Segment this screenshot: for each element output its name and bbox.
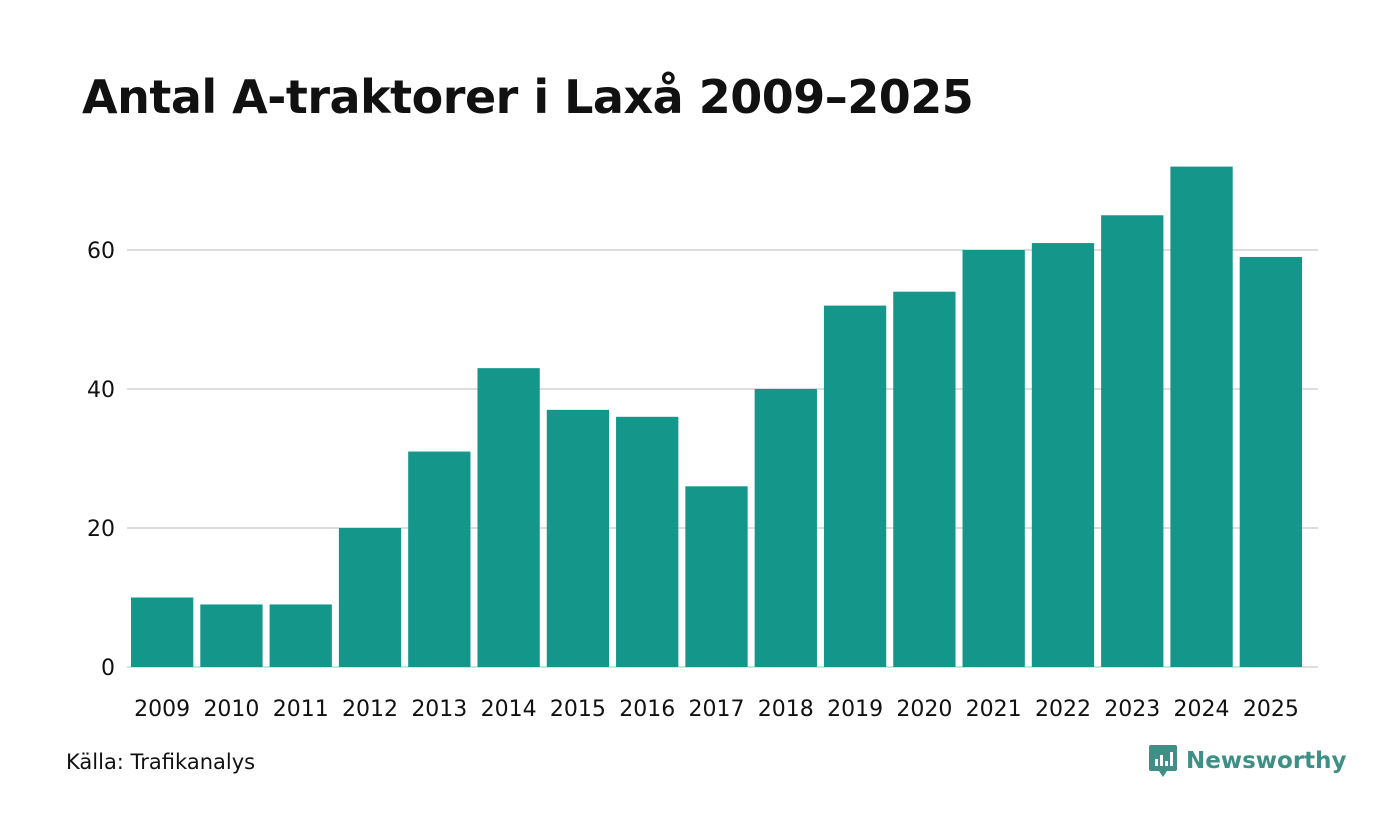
bar-2022 [1031,243,1095,668]
x-tick-label: 2011 [273,697,329,722]
x-tick-label: 2013 [411,697,467,722]
x-tick-label: 2018 [758,697,814,722]
bar-2025 [1239,256,1302,667]
x-tick-label: 2020 [896,697,952,722]
x-tick-label: 2012 [342,697,398,722]
x-tick-label: 2016 [619,697,675,722]
bar-2011 [269,604,332,667]
y-axis-tick-labels: 0 20 40 60 [87,239,115,681]
x-tick-label: 2024 [1174,697,1230,722]
bar-2014 [477,368,540,667]
bar-2019 [823,305,887,667]
newsworthy-logo-icon [1149,745,1177,777]
bar-2016 [616,416,679,667]
x-tick-label: 2021 [966,697,1022,722]
bar-2009 [131,597,194,667]
source-note: Källa: Trafikanalys [66,750,256,774]
bar-2023 [1101,215,1164,667]
bar-2020 [893,291,956,667]
bar-2013 [408,451,471,667]
x-tick-label: 2019 [827,697,883,722]
chart-title: Antal A-traktorer i Laxå 2009–2025 [82,70,974,124]
brand-name: Newsworthy [1186,748,1347,774]
x-tick-label: 2017 [689,697,745,722]
bar-2012 [338,528,402,667]
bar-2017 [685,486,748,667]
y-tick-label: 60 [87,239,115,264]
x-axis-tick-labels: 2009 2010 2011 2012 2013 2014 2015 2016 2017 2018… [134,697,1299,722]
x-tick-label: 2022 [1035,697,1091,722]
x-tick-label: 2014 [481,697,537,722]
bar-2024 [1170,166,1233,667]
y-tick-label: 40 [87,378,115,403]
x-tick-label: 2010 [203,697,259,722]
brand-logo: Newsworthy [1148,744,1347,778]
y-tick-label: 0 [101,656,115,681]
bar-2015 [546,409,610,667]
bar-2021 [962,250,1025,667]
bar-2018 [754,389,817,667]
x-tick-label: 2009 [134,697,190,722]
bars [131,166,1302,668]
x-tick-label: 2023 [1104,697,1160,722]
x-tick-label: 2025 [1243,697,1299,722]
x-tick-label: 2015 [550,697,606,722]
y-tick-label: 20 [87,517,115,542]
bar-2010 [200,604,263,667]
